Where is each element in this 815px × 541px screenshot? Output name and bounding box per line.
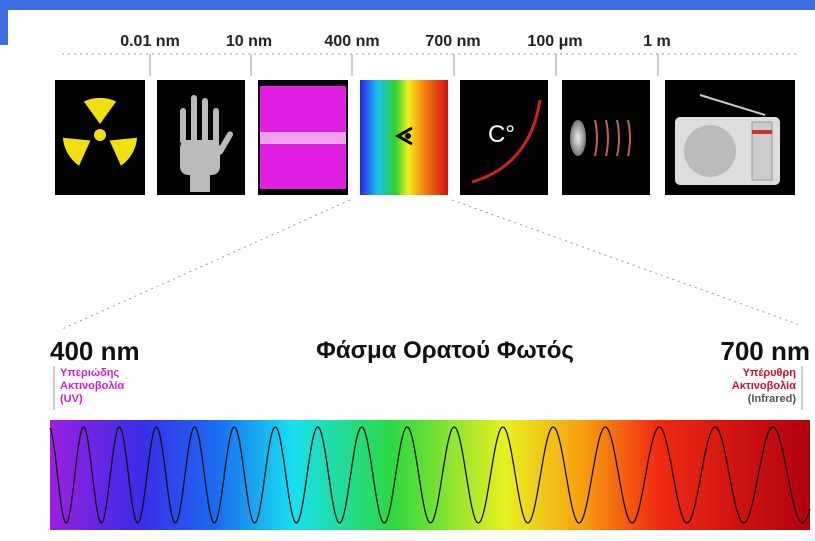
- scale-label: 0.01 nm: [120, 33, 180, 50]
- ir-label: Υπέρυθρη Ακτινοβολία (Infrared): [732, 367, 797, 405]
- xray-icon: [157, 80, 245, 195]
- start-label: 400 nm: [50, 336, 140, 366]
- end-label: 700 nm: [720, 336, 810, 366]
- gamma-icon: [55, 80, 145, 195]
- zoom-line: [60, 200, 350, 330]
- scale-ticks: [150, 54, 658, 76]
- icon-label: C°: [488, 121, 515, 148]
- spectrum-band: [50, 420, 810, 530]
- infrared-icon: C°: [460, 80, 548, 195]
- scale-label: 400 nm: [324, 33, 379, 50]
- uv-label: Υπεριώδης Ακτινοβολία (UV): [60, 367, 124, 405]
- side-bar: [0, 0, 8, 45]
- uv-line: Ακτινοβολία: [60, 380, 124, 392]
- scale-label: 700 nm: [425, 33, 480, 50]
- radio-icon: [665, 80, 795, 195]
- title: Φάσμα Ορατού Φωτός: [316, 337, 574, 364]
- scale: 0.01 nm 10 nm 400 nm 700 nm 100 μm 1 m: [120, 33, 671, 50]
- ir-line: Ακτινοβολία: [732, 380, 796, 392]
- scale-label: 1 m: [643, 33, 671, 50]
- zoom-line: [452, 200, 800, 325]
- ir-line: (Infrared): [748, 393, 797, 405]
- visible-icon: [360, 80, 448, 195]
- uv-icon: [258, 80, 348, 195]
- microwave-icon: [562, 80, 650, 195]
- uv-line: Υπεριώδης: [60, 367, 120, 379]
- ir-line: Υπέρυθρη: [743, 367, 797, 379]
- scale-label: 100 μm: [527, 33, 582, 50]
- top-bar: [0, 0, 815, 10]
- uv-line: (UV): [60, 393, 83, 405]
- diagram: 0.01 nm 10 nm 400 nm 700 nm 100 μm 1 m: [0, 0, 815, 541]
- scale-label: 10 nm: [226, 33, 272, 50]
